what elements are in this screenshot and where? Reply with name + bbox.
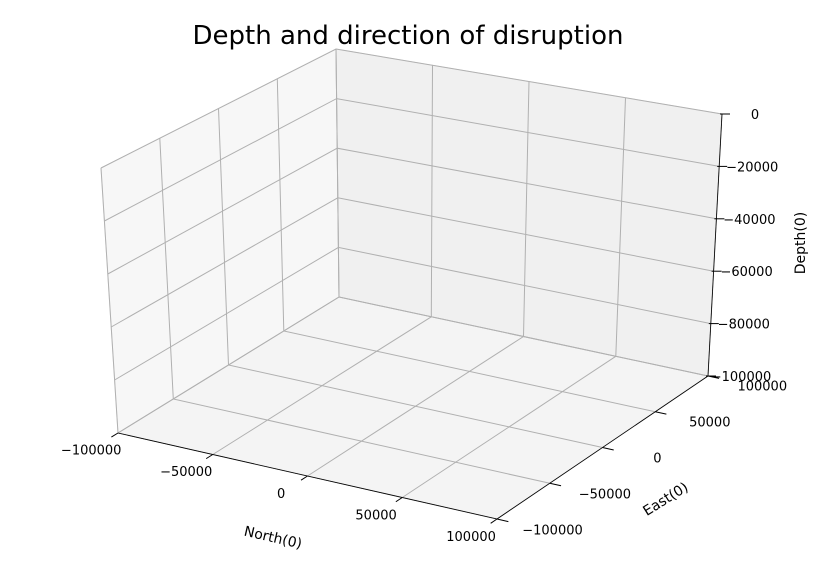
z-tick-label: −60000	[720, 265, 772, 280]
z-axis-line	[707, 113, 723, 377]
y-tick-2	[602, 447, 614, 451]
y-tick-1	[549, 482, 562, 487]
z-gridline-3	[110, 197, 714, 328]
z-tick-label: −100000	[711, 370, 772, 385]
x-tick-0	[111, 432, 119, 438]
z-gridline-1	[104, 98, 720, 222]
z-tick-label: −40000	[723, 213, 775, 228]
x-tick-label: −100000	[61, 444, 122, 459]
x-tick-label: 100000	[446, 530, 496, 545]
z-gridline-0	[100, 48, 723, 169]
x-tick-2	[300, 475, 308, 481]
z-gridline-4	[114, 246, 711, 381]
chart-title: Depth and direction of disruption	[193, 21, 624, 51]
y-tick-label: −50000	[579, 487, 631, 502]
z-tick-label: −20000	[726, 160, 778, 175]
chart-panes	[100, 48, 723, 520]
x-axis-label: North(0)	[242, 524, 303, 553]
x-tick-label: 50000	[355, 509, 396, 524]
x-tick-label: 0	[277, 487, 285, 502]
x-tick-label: −50000	[160, 465, 212, 480]
z-gridline-2	[107, 147, 717, 275]
y-tick-label: 100000	[737, 380, 787, 395]
y-tick-label: 50000	[689, 415, 730, 430]
z-tick-label: −80000	[718, 318, 770, 333]
y-axis-label: East(0)	[640, 480, 691, 520]
y-tick-label: 0	[653, 451, 661, 466]
y-tick-3	[655, 411, 667, 415]
x-tick-4	[490, 518, 498, 524]
x-tick-1	[205, 454, 214, 460]
y-tick-0	[496, 518, 509, 523]
y-tick-label: −100000	[522, 523, 583, 538]
z-tick-label: 0	[751, 108, 759, 123]
x-tick-3	[395, 497, 403, 503]
z-gridline-5	[117, 296, 709, 434]
z-axis-label: Depth(0)	[793, 212, 809, 274]
